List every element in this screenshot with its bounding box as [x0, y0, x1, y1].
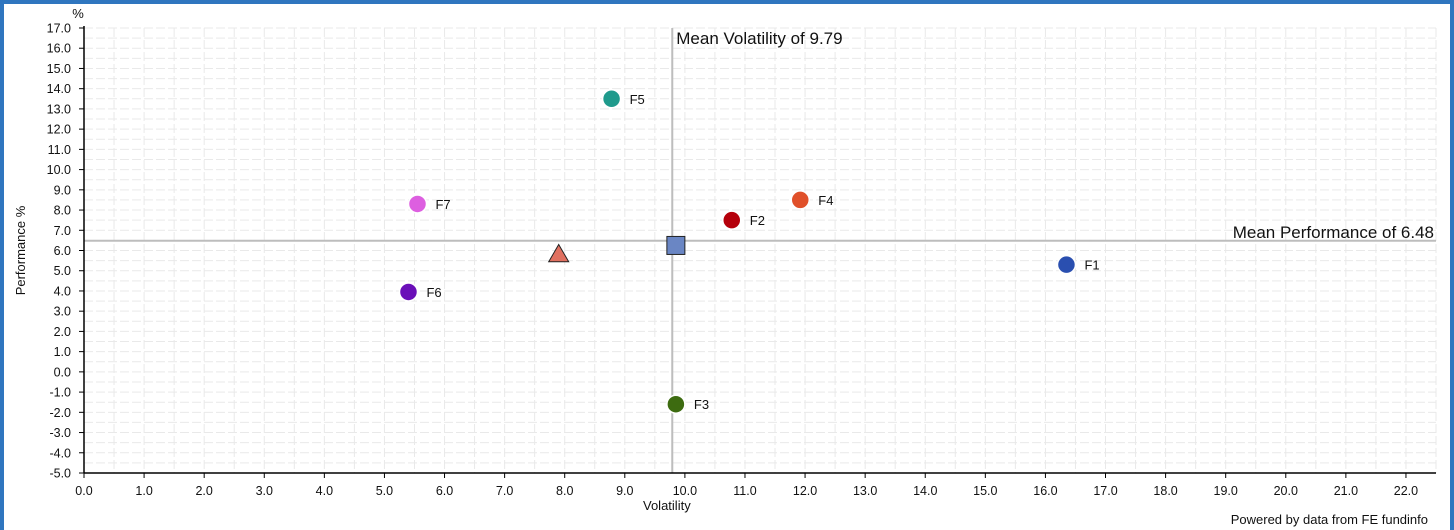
point-f5: [601, 89, 622, 109]
point-f6: [398, 282, 419, 302]
x-tick-label: 11.0: [733, 484, 756, 498]
y-tick-label: 16.0: [47, 42, 71, 56]
y-tick-labels: 17.0 16.0 15.0 14.0 13.0 12.0 11.0 10.0 9.0 8.0 7.…: [47, 22, 84, 481]
y-tick-label: 17.0: [47, 22, 71, 36]
x-tick-label: 16.0: [1033, 484, 1057, 498]
point-f4: [790, 190, 811, 210]
y-tick-label: 8.0: [54, 204, 71, 218]
x-tick-label: 9.0: [616, 484, 633, 498]
y-tick-label: -1.0: [49, 386, 71, 400]
y-tick-label: -4.0: [49, 446, 71, 460]
x-tick-label: 13.0: [853, 484, 877, 498]
x-tick-label: 14.0: [913, 484, 937, 498]
mean-performance-label: Mean Performance of 6.48: [1233, 223, 1434, 242]
y-tick-label: 0.0: [54, 365, 71, 379]
x-tick-label: 6.0: [436, 484, 453, 498]
y-axis-title: Performance %: [13, 205, 28, 295]
point-label-f4: F4: [818, 193, 833, 208]
mean-volatility-label: Mean Volatility of 9.79: [676, 29, 842, 48]
x-tick-label: 5.0: [376, 484, 393, 498]
x-tick-label: 15.0: [973, 484, 997, 498]
grid: [83, 27, 1437, 474]
point-f3: [666, 394, 686, 414]
x-tick-label: 17.0: [1093, 484, 1117, 498]
footer-credit: Powered by data from FE fundinfo: [1230, 512, 1428, 527]
x-tick-label: 19.0: [1214, 484, 1238, 498]
point-label-f1: F1: [1084, 258, 1099, 273]
y-tick-label: -5.0: [49, 467, 71, 481]
y-tick-label: 7.0: [54, 224, 71, 238]
x-tick-label: 3.0: [256, 484, 273, 498]
point-f1: [1056, 254, 1077, 275]
point-square-marker: [666, 235, 686, 255]
x-tick-label: 21.0: [1334, 484, 1358, 498]
x-tick-label: 18.0: [1153, 484, 1177, 498]
y-unit-label: %: [72, 6, 84, 21]
x-tick-label: 10.0: [673, 484, 697, 498]
x-tick-label: 7.0: [496, 484, 513, 498]
axes: [83, 26, 1436, 474]
point-label-f7: F7: [435, 197, 450, 212]
x-tick-labels: 0.0 1.0 2.0 3.0 4.0 5.0 6.0 7.0 8.0 9.0 10.0 11.0 12…: [75, 473, 1418, 498]
y-tick-label: 6.0: [54, 244, 71, 258]
point-label-f5: F5: [630, 92, 645, 107]
x-tick-label: 0.0: [75, 484, 92, 498]
x-tick-label: 22.0: [1394, 484, 1418, 498]
y-tick-label: 5.0: [54, 264, 71, 278]
x-tick-label: 12.0: [793, 484, 817, 498]
point-label-f2: F2: [750, 213, 765, 228]
y-tick-label: -3.0: [49, 426, 71, 440]
x-axis-title: Volatility: [643, 498, 691, 513]
x-tick-label: 8.0: [556, 484, 573, 498]
y-tick-label: 15.0: [47, 62, 71, 76]
y-tick-label: 10.0: [47, 163, 71, 177]
point-label-f6: F6: [426, 285, 441, 300]
y-tick-label: 9.0: [54, 183, 71, 197]
x-tick-label: 4.0: [316, 484, 333, 498]
y-tick-label: 2.0: [54, 325, 71, 339]
x-tick-label: 20.0: [1274, 484, 1298, 498]
y-tick-label: 4.0: [54, 284, 71, 298]
y-tick-label: 13.0: [47, 102, 71, 116]
point-f7: [407, 194, 428, 214]
data-points: F1 F2 F3 F4 F5 F6 F7: [398, 89, 1100, 414]
point-f2: [722, 210, 742, 230]
x-tick-label: 1.0: [135, 484, 152, 498]
point-label-f3: F3: [694, 397, 709, 412]
y-tick-label: 11.0: [48, 143, 71, 157]
y-tick-label: 12.0: [47, 123, 71, 137]
y-tick-label: 1.0: [54, 345, 71, 359]
point-triangle-marker: [547, 243, 570, 263]
y-tick-label: 14.0: [47, 82, 71, 96]
y-tick-label: -2.0: [49, 406, 71, 420]
y-tick-label: 3.0: [54, 305, 71, 319]
x-tick-label: 2.0: [195, 484, 212, 498]
